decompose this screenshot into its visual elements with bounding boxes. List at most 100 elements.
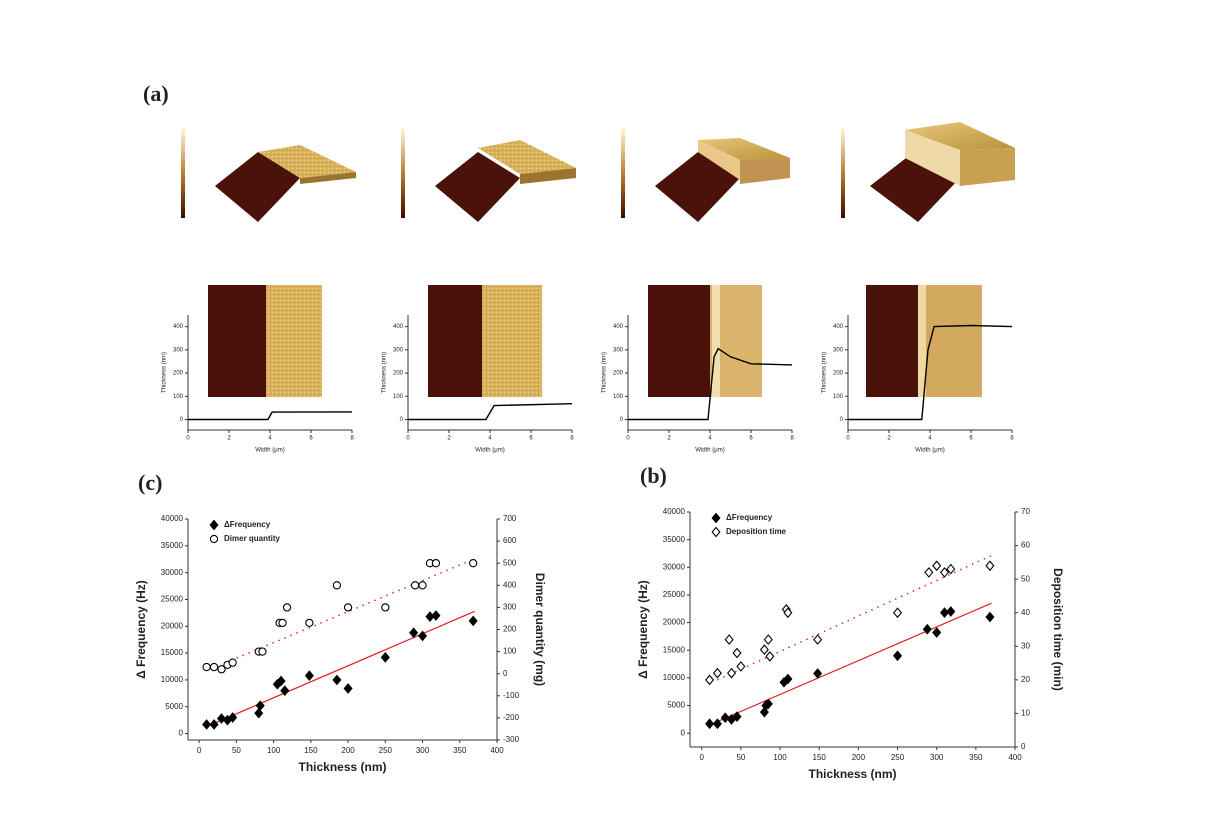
x-tick-label: 6 [309, 436, 313, 442]
x-tick-label: 150 [813, 753, 827, 762]
x-axis-label: Width (μm) [695, 448, 724, 454]
y-tick-label: 20000 [663, 618, 686, 627]
y2-axis-label: Dimer quantity (mg) [533, 573, 547, 686]
chart-title: (c) [138, 470, 162, 495]
y2-tick-label: -100 [503, 691, 520, 700]
point [946, 563, 956, 575]
y-tick-label: 100 [393, 394, 404, 400]
point [813, 668, 823, 679]
x-tick-label: 6 [529, 436, 533, 442]
y-tick-label: 0 [840, 417, 844, 423]
y-tick-label: 200 [173, 371, 184, 377]
point [763, 634, 773, 645]
point [939, 607, 950, 618]
point [304, 670, 314, 681]
x-tick-label: 150 [304, 746, 318, 755]
y2-tick-label: 600 [503, 536, 517, 545]
point [202, 719, 212, 730]
legend-label: ΔFrequency [224, 520, 271, 529]
profile-line [848, 324, 1013, 421]
y2-tick-label: 0 [1021, 742, 1026, 751]
y-tick-label: 20000 [161, 621, 184, 630]
x-tick-label: 6 [749, 436, 753, 442]
y-tick-label: 300 [173, 347, 184, 353]
point [813, 634, 823, 645]
y2-tick-label: 200 [503, 625, 517, 634]
point [985, 560, 995, 572]
point [343, 603, 353, 612]
y-tick-label: 5000 [667, 701, 685, 710]
point [254, 707, 264, 719]
x-tick-label: 100 [267, 746, 281, 755]
point [468, 615, 478, 627]
x-tick-label: 2 [667, 436, 671, 442]
y2-tick-label: 30 [1021, 641, 1030, 650]
y-tick-label: 400 [613, 324, 624, 330]
point [893, 607, 903, 619]
y-axis-label: Δ Frequency (Hz) [636, 580, 650, 679]
point [705, 718, 715, 730]
x-tick-label: 200 [341, 746, 355, 755]
y-tick-label: 400 [173, 324, 184, 330]
x-tick-label: 350 [453, 746, 467, 755]
y-tick-label: 35000 [663, 535, 686, 544]
x-tick-label: 400 [1008, 753, 1022, 762]
y2-tick-label: 10 [1021, 709, 1030, 718]
point [332, 581, 342, 590]
afm-3d-images [181, 122, 1015, 222]
point [276, 675, 286, 687]
x-tick-label: 0 [197, 746, 202, 755]
y-tick-label: 5000 [165, 702, 183, 711]
profile-line [188, 411, 353, 421]
x-tick-label: 8 [350, 436, 354, 442]
y-tick-label: 100 [833, 394, 844, 400]
y-tick-label: 15000 [161, 648, 184, 657]
x-tick-label: 0 [846, 436, 850, 442]
fit-line [717, 554, 992, 681]
x-axis-label: Width (μm) [915, 448, 944, 454]
point [759, 644, 769, 655]
x-tick-label: 0 [406, 436, 410, 442]
legend-label: ΔFrequency [726, 513, 773, 522]
point [726, 667, 737, 679]
point [381, 603, 390, 612]
x-tick-label: 400 [490, 746, 504, 755]
chart-title: (b) [640, 463, 667, 488]
x-tick-label: 0 [186, 436, 190, 442]
afm-2d-images [208, 285, 982, 397]
point [946, 606, 956, 617]
y-tick-label: 100 [173, 394, 184, 400]
point [410, 581, 420, 590]
y2-tick-label: 500 [503, 558, 517, 567]
x-tick-label: 8 [790, 436, 794, 442]
y-tick-label: 200 [613, 371, 624, 377]
legend-marker [711, 512, 721, 524]
y2-tick-label: 60 [1021, 541, 1030, 550]
y-tick-label: 40000 [161, 514, 184, 523]
point [720, 712, 730, 724]
y2-tick-label: 100 [503, 647, 517, 656]
y2-tick-label: 40 [1021, 608, 1030, 617]
x-tick-label: 300 [416, 746, 430, 755]
y2-tick-label: -300 [503, 735, 520, 744]
x-axis-label: Thickness (nm) [298, 760, 386, 774]
point [258, 647, 267, 656]
x-tick-label: 250 [379, 746, 393, 755]
y-axis-label: Thickness (nm) [602, 352, 608, 393]
y-tick-label: 300 [613, 347, 624, 353]
y-tick-label: 35000 [161, 541, 184, 550]
point [280, 685, 290, 697]
x-tick-label: 250 [891, 753, 905, 762]
y-axis-label: Thickness (nm) [382, 352, 388, 393]
x-tick-label: 100 [773, 753, 787, 762]
legend-marker [209, 534, 219, 544]
point [228, 712, 238, 723]
point [209, 719, 219, 730]
y-tick-label: 400 [833, 324, 844, 330]
point [217, 665, 226, 674]
y-tick-label: 300 [393, 347, 404, 353]
y-axis-label: Thickness (nm) [162, 352, 168, 393]
x-tick-label: 0 [626, 436, 630, 442]
x-tick-label: 2 [887, 436, 891, 442]
